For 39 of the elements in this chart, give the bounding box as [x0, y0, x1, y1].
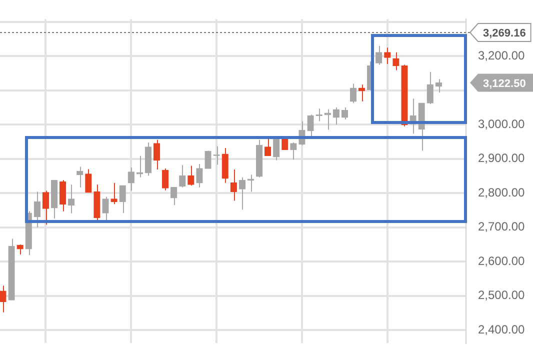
candlestick — [110, 182, 118, 205]
candlestick — [426, 71, 434, 105]
ref-line-label: 3,269.16 — [483, 28, 526, 40]
y-tick-label: 3,200.00 — [478, 48, 526, 62]
candlestick — [358, 84, 366, 102]
candlestick — [392, 52, 400, 71]
candlestick — [384, 47, 391, 65]
text: 3,122.50 — [483, 78, 526, 90]
candlestick — [204, 150, 212, 169]
candlestick — [76, 166, 84, 188]
candlestick — [59, 180, 66, 212]
y-tick-label: 2,800.00 — [478, 185, 526, 200]
candlestick — [153, 139, 160, 170]
candlestick — [170, 186, 178, 206]
candlestick — [222, 147, 228, 184]
candlestick — [238, 176, 246, 210]
candlestick — [0, 285, 6, 313]
y-tick-label: 2,500.00 — [478, 288, 526, 302]
candlestick — [350, 83, 357, 104]
candlestick — [42, 190, 50, 226]
candlestick — [290, 142, 297, 160]
y-tick-label: 2,700.00 — [478, 220, 526, 234]
candlestick — [68, 184, 75, 214]
candlestick — [128, 166, 134, 192]
candlestick — [196, 164, 203, 188]
candlestick — [16, 244, 24, 255]
candlestick — [188, 165, 194, 186]
candlestick — [230, 169, 237, 202]
y-tick-label: 2,400.00 — [478, 322, 526, 336]
candlestick — [162, 168, 169, 191]
y-tick-label: 3,000.00 — [478, 116, 526, 131]
candlestick — [34, 191, 40, 228]
candlestick — [102, 196, 109, 223]
candlestick — [85, 168, 92, 193]
candlestick — [119, 185, 126, 214]
y-tick-label: 2,900.00 — [478, 151, 526, 166]
candlestick — [376, 45, 382, 66]
candlestick — [179, 164, 186, 188]
y-tick-label: 2,600.00 — [478, 254, 526, 268]
